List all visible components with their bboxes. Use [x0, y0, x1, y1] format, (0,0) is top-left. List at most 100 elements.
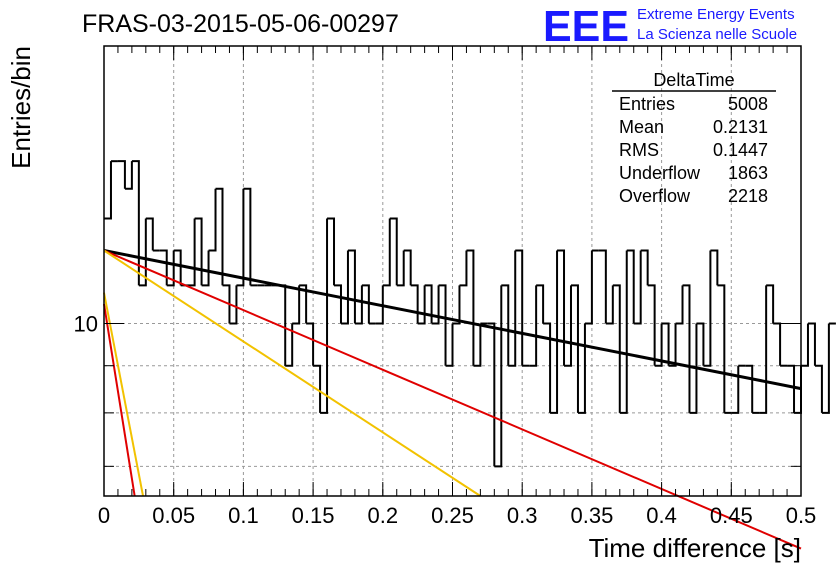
histogram-bin	[759, 285, 768, 414]
histogram-bin	[201, 250, 210, 287]
histogram-bin	[138, 218, 147, 287]
histogram-bin	[515, 249, 524, 366]
eee-logo-text: EEE	[543, 2, 629, 51]
histogram-bin	[403, 249, 412, 286]
histogram-bin	[473, 323, 482, 367]
histogram-bin	[529, 285, 538, 367]
histogram-bin	[654, 323, 663, 367]
histogram-bin	[675, 285, 684, 325]
histogram-bin	[424, 284, 433, 324]
x-tick-label: 0.4	[646, 503, 677, 528]
histogram-bin	[236, 188, 245, 287]
histogram-bin	[647, 284, 656, 366]
histogram-bin	[459, 250, 468, 287]
histogram-bin	[431, 285, 440, 325]
histogram-bin	[117, 160, 126, 189]
histogram-bin	[633, 250, 642, 325]
stats-value: 2218	[728, 186, 768, 206]
histogram-bin	[410, 284, 419, 324]
histogram-bin	[487, 322, 496, 467]
stats-label: Entries	[619, 94, 675, 114]
histogram-bin	[570, 284, 579, 413]
stats-rows: Entries 5008 Mean 0.2131 RMS 0.1447 Underflow 1…	[619, 94, 768, 206]
histogram-bin	[145, 217, 154, 251]
histogram-bin	[564, 285, 572, 367]
histogram-bin	[577, 323, 586, 414]
histogram-bin	[292, 285, 301, 325]
histogram-bin	[766, 284, 775, 324]
histogram-bin	[682, 284, 691, 413]
histogram-bin	[717, 284, 726, 413]
histogram-bin	[745, 364, 754, 413]
histogram-bin	[668, 323, 677, 367]
histogram-bin	[438, 284, 447, 366]
histogram-bin	[689, 323, 698, 414]
histogram-bin	[773, 322, 782, 366]
histogram-bin	[536, 284, 545, 324]
histogram-bin	[787, 364, 796, 413]
histogram-bin	[347, 249, 356, 324]
histogram-bin	[557, 249, 566, 366]
fit-curve-red	[103, 303, 136, 497]
histogram-bin	[508, 250, 517, 367]
histogram-bin	[661, 322, 670, 366]
histogram-bin	[612, 284, 621, 413]
histogram-bin	[382, 218, 391, 287]
fit-curve-red	[103, 249, 802, 550]
histogram-bin	[215, 187, 224, 286]
histogram-bin	[814, 364, 823, 413]
histogram-bin	[501, 284, 510, 366]
histogram-bin	[194, 217, 203, 286]
fit-curve-black	[103, 249, 802, 391]
histogram-bin	[124, 161, 133, 190]
histogram-bin	[361, 284, 370, 324]
histogram-bin	[389, 217, 398, 286]
histogram-bin	[619, 250, 628, 414]
histogram-bin	[417, 285, 426, 325]
histogram-bin	[821, 323, 830, 414]
histogram-bin	[166, 250, 175, 287]
histogram	[104, 160, 836, 468]
stats-box-name: DeltaTime	[653, 70, 734, 90]
histogram-bin	[285, 323, 294, 367]
histogram-bin	[173, 249, 182, 286]
histogram-bin	[229, 285, 238, 325]
x-tick-label: 0.5	[786, 503, 817, 528]
chart-title: FRAS-03-2015-05-06-00297	[82, 10, 399, 38]
x-tick-label: 0.25	[431, 503, 474, 528]
stats-label: Underflow	[619, 163, 701, 183]
histogram-bin	[584, 250, 593, 325]
histogram-bin	[187, 218, 196, 287]
histogram-bin	[696, 322, 705, 366]
histogram-bin	[640, 249, 649, 286]
fit-curve-yellow	[103, 249, 481, 497]
logo-line-2: La Scienza nelle Scuole	[637, 26, 797, 43]
histogram-bin	[131, 160, 140, 286]
histogram-bin	[550, 250, 559, 414]
histogram-bin	[445, 323, 454, 367]
histogram-bin	[222, 284, 231, 324]
logo-line-1: Extreme Energy Events	[637, 6, 795, 23]
histogram-bin	[807, 322, 816, 366]
fit-curve-yellow	[103, 292, 145, 497]
x-tick-label: 0.05	[152, 503, 195, 528]
histogram-bin	[340, 250, 349, 325]
x-tick-label: 0.15	[292, 503, 335, 528]
histogram-bin	[306, 322, 315, 366]
histogram-bin	[466, 249, 475, 366]
histogram-bin	[703, 250, 712, 367]
x-axis-title: Time difference [s]	[589, 533, 801, 563]
histogram-bin	[626, 249, 635, 324]
histogram-bin	[375, 285, 384, 325]
stats-value: 0.2131	[713, 117, 768, 137]
histogram-bin	[159, 249, 168, 286]
histogram-bin	[731, 365, 740, 414]
x-tick-label: 0.1	[228, 503, 259, 528]
histogram-bin	[598, 249, 607, 324]
histogram-bin	[494, 285, 503, 468]
histogram-bin	[354, 285, 363, 325]
x-tick-label: 0.35	[570, 503, 613, 528]
stats-value: 0.1447	[713, 140, 768, 160]
histogram-bin	[801, 323, 809, 367]
